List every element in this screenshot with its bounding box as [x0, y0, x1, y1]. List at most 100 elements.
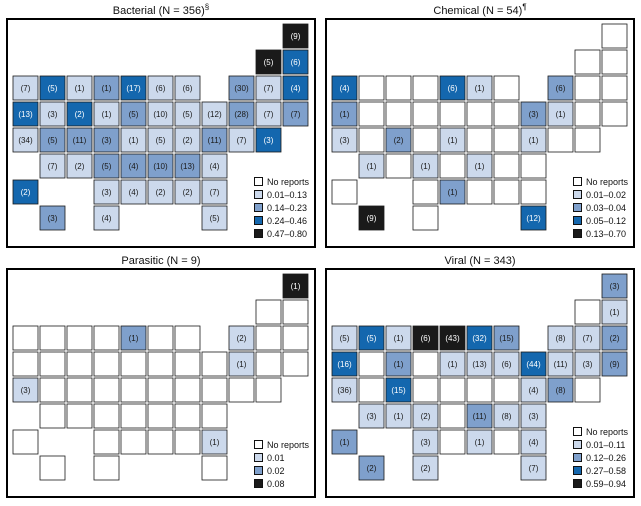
state-pa	[547, 351, 574, 377]
state-ne	[93, 127, 120, 153]
us-map-parasitic: (1) (1) (2) (1) (3) (1)	[12, 273, 309, 481]
state-ms	[466, 179, 493, 205]
state-tn	[147, 153, 174, 179]
state-la	[120, 179, 147, 205]
legend-row: 0.01–0.02	[572, 188, 628, 201]
state-in	[174, 351, 201, 377]
state-la	[120, 429, 147, 455]
legend-row: 0.05–0.12	[572, 214, 628, 227]
state-tx	[412, 455, 439, 481]
state-count-label: (4)	[529, 386, 539, 395]
state-count-label: (4)	[129, 162, 139, 171]
legend-row: 0.13–0.70	[572, 227, 628, 240]
state-count-label: (2)	[75, 162, 85, 171]
state-count-label: (3)	[340, 136, 350, 145]
state-mn	[439, 75, 466, 101]
legend-row: No reports	[253, 175, 309, 188]
state-mo	[439, 127, 466, 153]
state-md	[228, 127, 255, 153]
state-count-label: (1)	[448, 136, 458, 145]
state-count-label: (3)	[48, 214, 58, 223]
state-count-label: (17)	[126, 84, 141, 93]
state-fl	[520, 205, 547, 231]
state-al	[493, 179, 520, 205]
state-sc	[201, 153, 228, 179]
state-ct	[282, 101, 309, 127]
state-wi	[466, 75, 493, 101]
state-al	[174, 429, 201, 455]
state-fl	[520, 455, 547, 481]
state-tx	[412, 205, 439, 231]
state-count-label: (5)	[48, 136, 58, 145]
legend-row: 0.12–0.26	[572, 451, 628, 464]
state-hi	[39, 455, 66, 481]
state-count-label: (36)	[337, 386, 352, 395]
state-oh	[520, 101, 547, 127]
state-md	[547, 127, 574, 153]
state-nm	[66, 403, 93, 429]
state-count-label: (2)	[367, 464, 377, 473]
footnote-marker: ¶	[522, 2, 527, 12]
state-count-label: (8)	[502, 412, 512, 421]
state-ne	[412, 377, 439, 403]
state-count-label: (2)	[183, 188, 193, 197]
state-wa	[331, 325, 358, 351]
legend-label: No reports	[585, 426, 628, 437]
state-wv	[174, 377, 201, 403]
state-sd	[412, 351, 439, 377]
state-count-label: (1)	[529, 136, 539, 145]
state-vt	[255, 49, 282, 75]
state-il	[147, 101, 174, 127]
legend-label: 0.02	[266, 465, 285, 476]
state-va	[520, 377, 547, 403]
state-sd	[93, 351, 120, 377]
footnote-marker: §	[204, 2, 210, 12]
state-count-label: (12)	[526, 214, 541, 223]
state-mi	[493, 325, 520, 351]
legend-swatch	[572, 466, 582, 475]
state-al	[493, 429, 520, 455]
state-ak	[331, 179, 358, 205]
state-la	[439, 179, 466, 205]
state-count-label: (1)	[475, 162, 485, 171]
state-count-label: (7)	[237, 136, 247, 145]
state-ut	[39, 377, 66, 403]
state-count-label: (44)	[526, 360, 541, 369]
legend-row: 0.02	[253, 464, 309, 477]
state-ma	[574, 75, 601, 101]
state-oh	[201, 351, 228, 377]
state-tx	[93, 205, 120, 231]
panel-parasitic: Parasitic (N = 9) (1) (1) (2) (1) (3) (1) No …	[6, 254, 316, 498]
state-nj	[574, 351, 601, 377]
state-me	[601, 23, 628, 49]
state-count-label: (9)	[610, 360, 620, 369]
state-ny	[547, 75, 574, 101]
state-count-label: (6)	[291, 58, 301, 67]
state-count-label: (1)	[394, 334, 404, 343]
state-ms	[147, 179, 174, 205]
legend-swatch	[572, 453, 582, 462]
state-count-label: (4)	[210, 162, 220, 171]
state-co	[385, 377, 412, 403]
legend-swatch	[253, 203, 263, 212]
state-wa	[12, 75, 39, 101]
state-ut	[358, 377, 385, 403]
state-nj	[255, 101, 282, 127]
state-count-label: (6)	[421, 334, 431, 343]
state-nv	[358, 101, 385, 127]
state-count-label: (2)	[394, 136, 404, 145]
state-nh	[601, 49, 628, 75]
state-mt	[66, 75, 93, 101]
state-ms	[466, 429, 493, 455]
state-or	[331, 351, 358, 377]
state-count-label: (11)	[473, 412, 487, 421]
legend-label: No reports	[266, 439, 309, 450]
state-ky	[147, 127, 174, 153]
legend-row: 0.03–0.04	[572, 201, 628, 214]
state-ok	[93, 429, 120, 455]
state-count-label: (5)	[264, 58, 274, 67]
state-count-label: (8)	[556, 386, 566, 395]
state-wa	[331, 75, 358, 101]
state-tn	[147, 403, 174, 429]
us-map-chemical: (4) (6) (1) (6) (1) (3) (1) (3) (2) (1) (1) (1) (1) (…	[331, 23, 628, 231]
